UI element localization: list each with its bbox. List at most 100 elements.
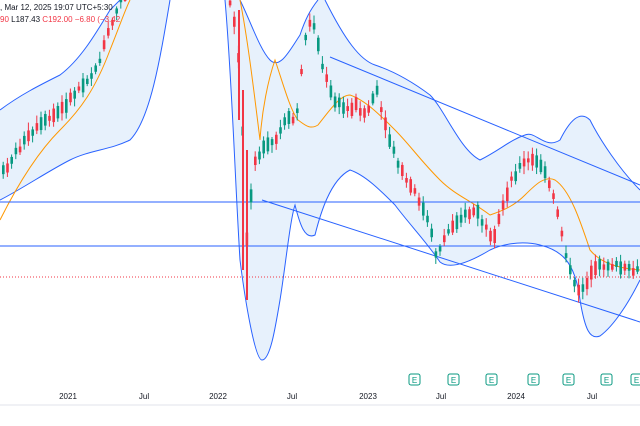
moving-average-line <box>0 0 640 271</box>
earnings-marker-label: E <box>412 376 417 385</box>
candle-body <box>422 202 425 216</box>
candle-body <box>581 284 585 292</box>
header-change-value: −6.80 (−3.42 <box>74 15 121 24</box>
candle-body <box>527 158 530 163</box>
candle-body <box>270 139 274 146</box>
candle-body <box>590 265 593 280</box>
candle-body <box>359 108 362 116</box>
candle-body <box>384 117 387 131</box>
candle-body <box>23 135 26 145</box>
candle-body <box>308 19 312 27</box>
bollinger-lower-2 <box>224 0 640 361</box>
bollinger-upper-2 <box>239 0 640 191</box>
candle-body <box>291 116 295 124</box>
candle-body <box>506 187 509 202</box>
candle-body <box>69 92 72 103</box>
candle-body <box>317 37 320 52</box>
candle-body <box>401 164 404 177</box>
candle-body <box>396 160 400 168</box>
candle-body <box>443 235 446 243</box>
candle-body <box>392 146 396 154</box>
candle-body <box>86 78 89 85</box>
candle-body <box>346 106 349 112</box>
candle-body <box>321 63 324 70</box>
x-tick-label: Jul <box>287 392 297 401</box>
earnings-marker[interactable] <box>630 373 640 386</box>
header-datetime-text: , Mar 12, 2025 19:07 UTC+5:30 <box>0 3 113 12</box>
candle-body <box>329 85 333 98</box>
candle-body <box>304 34 307 41</box>
candle-body <box>14 147 18 155</box>
earnings-marker[interactable] <box>562 373 575 386</box>
earnings-marker[interactable] <box>408 373 421 386</box>
earnings-marker[interactable] <box>600 373 613 386</box>
candle-body <box>325 74 328 82</box>
candle-body <box>535 155 538 168</box>
candle-body <box>10 156 13 164</box>
candle-body <box>455 215 459 230</box>
candle-body <box>627 264 631 271</box>
candle-body <box>90 73 93 79</box>
candle-body <box>275 134 278 144</box>
candle-body <box>539 159 543 173</box>
candle-body <box>371 93 375 104</box>
candle-body <box>279 127 282 134</box>
candle-body <box>94 65 97 72</box>
candle-body <box>552 193 555 199</box>
earnings-marker[interactable] <box>527 373 540 386</box>
earnings-marker[interactable] <box>447 373 460 386</box>
bollinger-band-fill <box>225 0 640 360</box>
candle-body <box>254 156 257 166</box>
candle-body <box>333 96 337 108</box>
candle-body <box>39 117 43 131</box>
candle-body <box>577 284 580 296</box>
earnings-marker[interactable] <box>485 373 498 386</box>
candle-body <box>472 207 475 216</box>
x-axis-ticks: 2021 Jul 2022 Jul 2023 Jul 2024 Jul <box>59 392 597 401</box>
candle-body <box>585 277 589 290</box>
candle-body <box>514 171 517 182</box>
candle-body <box>35 123 39 131</box>
x-tick-label: Jul <box>587 392 597 401</box>
earnings-marker-label: E <box>451 376 456 385</box>
candle-body <box>438 246 442 252</box>
x-tick-label: 2021 <box>59 392 77 401</box>
candle-body <box>480 219 484 226</box>
candle-body <box>556 209 559 217</box>
candle-body <box>464 209 467 218</box>
candle-body <box>119 0 123 3</box>
candle-body <box>77 86 81 91</box>
candle-body <box>434 251 438 258</box>
candle-body <box>426 215 429 223</box>
earnings-marker-label: E <box>489 376 494 385</box>
x-tick-label: Jul <box>436 392 446 401</box>
candle-body <box>65 99 68 113</box>
candle-body <box>27 130 30 142</box>
earnings-marker-label: E <box>604 376 609 385</box>
bollinger-lower <box>0 0 171 201</box>
candle-body <box>98 58 102 64</box>
candles <box>2 0 639 303</box>
candle-body <box>363 108 366 118</box>
candle-body <box>283 117 286 126</box>
trend-channel-upper <box>329 56 640 186</box>
candle-body <box>107 28 110 36</box>
candle-body <box>611 264 614 270</box>
header-close-value: C192.00 <box>42 15 73 24</box>
x-tick-label: Jul <box>139 392 149 401</box>
candle-body <box>623 263 627 271</box>
candle-body <box>123 0 127 1</box>
candle-body <box>531 153 534 166</box>
candle-body <box>430 228 433 238</box>
candle-body <box>102 40 106 50</box>
candle-body <box>615 260 618 267</box>
candle-body <box>510 176 513 181</box>
candle-body <box>548 180 551 189</box>
candle-body <box>287 111 291 124</box>
candle-body <box>262 140 265 154</box>
candle-body <box>598 258 601 270</box>
candle-body <box>115 8 118 14</box>
x-tick-label: 2022 <box>209 392 227 401</box>
